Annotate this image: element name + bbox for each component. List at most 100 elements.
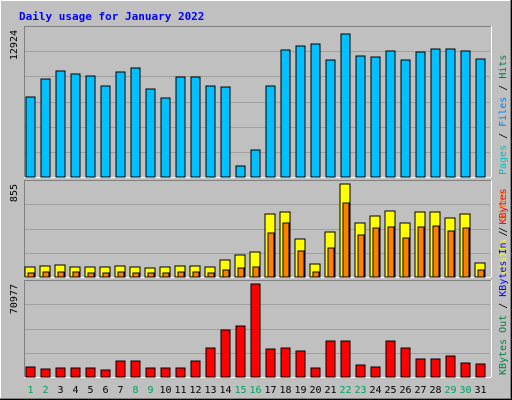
kbytes-kbytes-bar — [265, 348, 276, 378]
kbytes-kbytes-bar — [400, 347, 411, 378]
day-label: 9 — [147, 385, 153, 396]
visits-sites-bar — [297, 250, 305, 278]
visits-sites-bar — [102, 272, 110, 278]
day-label: 20 — [309, 385, 321, 396]
hits-hits-bar — [175, 76, 186, 178]
hits-hits-bar — [310, 43, 321, 178]
kbytes-legend-segment: / — [498, 297, 509, 315]
day-label: 30 — [459, 385, 471, 396]
kbytes-kbytes-bar — [415, 358, 426, 378]
day-label: 1 — [27, 385, 33, 396]
visits-panel: 855 Visits / Sites — [9, 180, 509, 278]
day-label: 27 — [414, 385, 426, 396]
kbytes-kbytes-bar — [430, 358, 441, 378]
kbytes-kbytes-bar — [145, 367, 156, 378]
kbytes-y-max-label: 70977 — [9, 284, 20, 314]
hits-hits-bar — [115, 71, 126, 178]
hits-legend-segment: Pages — [498, 145, 509, 175]
kbytes-kbytes-bar — [325, 340, 336, 378]
kbytes-kbytes-bar — [355, 364, 366, 378]
hits-hits-bar — [355, 55, 366, 178]
visits-sites-bar — [357, 234, 365, 278]
visits-sites-bar — [237, 267, 245, 278]
visits-sites-bar — [72, 271, 80, 278]
day-label: 31 — [474, 385, 486, 396]
day-label: 14 — [219, 385, 231, 396]
hits-hits-bar — [280, 49, 291, 178]
hits-hits-bar — [340, 33, 351, 178]
visits-sites-bar — [207, 272, 215, 278]
kbytes-kbytes-bar — [100, 369, 111, 378]
kbytes-kbytes-bar — [235, 325, 246, 378]
kbytes-kbytes-bar — [445, 355, 456, 378]
kbytes-kbytes-bar — [25, 366, 36, 378]
day-label: 17 — [264, 385, 276, 396]
hits-hits-bar — [205, 85, 216, 178]
visits-sites-bar — [27, 272, 35, 278]
hits-hits-bar — [40, 78, 51, 178]
kbytes-kbytes-bar — [310, 367, 321, 378]
visits-sites-bar — [87, 272, 95, 278]
hits-hits-bar — [265, 85, 276, 178]
day-label: 22 — [339, 385, 351, 396]
hits-hits-bar — [370, 56, 381, 178]
hits-hits-bar — [145, 88, 156, 178]
hits-hits-bar — [400, 59, 411, 178]
day-label: 3 — [57, 385, 63, 396]
hits-hits-bar — [85, 75, 96, 178]
visits-sites-bar — [402, 237, 410, 278]
day-label: 26 — [399, 385, 411, 396]
day-label: 5 — [87, 385, 93, 396]
kbytes-kbytes-bar — [370, 366, 381, 378]
day-label: 4 — [72, 385, 78, 396]
hits-hits-bar — [460, 50, 471, 178]
visits-sites-bar — [132, 272, 140, 278]
hits-hits-bar — [235, 165, 246, 178]
kbytes-panel: 70977 KBytes Out / KBytes In / KBytes — [9, 188, 509, 378]
visits-legend-segment: Sites — [498, 191, 509, 221]
kbytes-legend-segment: KBytes — [498, 188, 509, 224]
kbytes-kbytes-bar — [70, 367, 81, 378]
hits-hits-bar — [70, 73, 81, 178]
hits-panel: 12924 Pages / Files / Hits — [9, 26, 509, 178]
hits-hits-bar — [325, 59, 336, 178]
day-label: 29 — [444, 385, 456, 396]
kbytes-kbytes-bar — [475, 363, 486, 378]
visits-legend-segment: / — [498, 221, 509, 239]
day-label: 18 — [279, 385, 291, 396]
hits-y-max-label: 12924 — [9, 30, 20, 60]
day-label: 13 — [204, 385, 216, 396]
kbytes-kbytes-bar — [175, 367, 186, 378]
kbytes-kbytes-bar — [280, 347, 291, 378]
day-label: 28 — [429, 385, 441, 396]
kbytes-legend-segment: KBytes Out — [498, 315, 509, 375]
visits-sites-bar — [342, 202, 350, 278]
visits-sites-bar — [267, 232, 275, 278]
kbytes-kbytes-bar — [220, 329, 231, 378]
kbytes-kbytes-bar — [85, 367, 96, 378]
visits-sites-bar — [327, 247, 335, 278]
chart-panels: 12924 Pages / Files / Hits 855 Visits / Sit… — [9, 26, 509, 378]
visits-sites-bar — [192, 271, 200, 278]
kbytes-legend-segment: / — [498, 224, 509, 242]
visits-sites-bar — [162, 272, 170, 278]
visits-sites-bar — [447, 230, 455, 278]
hits-hits-bar — [190, 76, 201, 178]
hits-hits-bar — [430, 48, 441, 178]
visits-sites-bar — [147, 272, 155, 278]
hits-hits-bar — [250, 149, 261, 178]
visits-sites-bar — [252, 266, 260, 278]
hits-legend-segment: / — [498, 127, 509, 145]
day-label: 10 — [159, 385, 171, 396]
kbytes-kbytes-bar — [460, 362, 471, 378]
visits-sites-bar — [462, 227, 470, 278]
hits-hits-bar — [475, 58, 486, 178]
day-label: 15 — [234, 385, 246, 396]
day-label: 6 — [102, 385, 108, 396]
hits-hits-bar — [160, 97, 171, 178]
hits-hits-bar — [25, 96, 36, 178]
kbytes-kbytes-bar — [385, 340, 396, 378]
hits-legend-segment: / — [498, 79, 509, 97]
